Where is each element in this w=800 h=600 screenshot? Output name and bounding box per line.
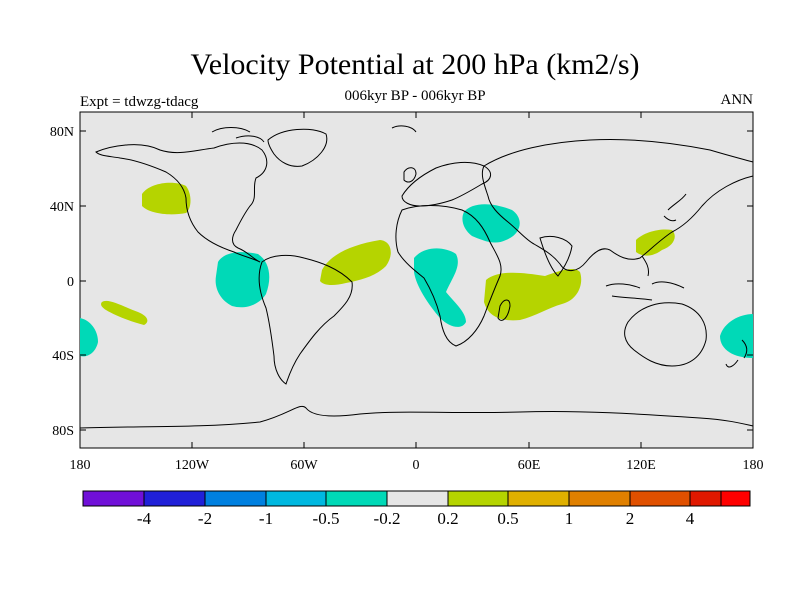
coastline-south-america <box>258 254 353 385</box>
y-label-80n: 80N <box>50 125 74 140</box>
colorbar-label-8: 2 <box>626 509 635 528</box>
map-title: Velocity Potential at 200 hPa (km2/s) <box>190 48 640 81</box>
colorbar-label-3: -0.5 <box>313 509 340 528</box>
colorbar-box-4 <box>325 490 388 507</box>
coastline-southeast-asia <box>605 255 685 301</box>
x-label-60e: 60E <box>518 458 541 473</box>
patch-positive-atlantic <box>320 240 391 286</box>
patch-positive-w-pacific <box>636 229 675 256</box>
y-axis: 80N 40N 0 40S 80S <box>50 125 753 439</box>
colorbar-box-5 <box>386 490 449 507</box>
patch-negative-west-edge <box>80 318 98 357</box>
x-label-120e: 120E <box>626 458 656 473</box>
coastline-new-zealand <box>725 339 748 368</box>
colorbar-box-2 <box>204 490 267 507</box>
y-label-40s: 40S <box>52 349 74 364</box>
coastline-madagascar <box>497 299 511 321</box>
coastline-north-america <box>95 142 268 263</box>
colorbar-box-1 <box>143 490 206 507</box>
colorbar-box-6 <box>447 490 509 507</box>
x-axis: 180 120W 60W 0 60E 120E 180 <box>70 112 764 473</box>
y-label-80s: 80S <box>52 424 74 439</box>
colorbar-label-7: 1 <box>565 509 574 528</box>
y-label-0: 0 <box>67 275 74 290</box>
experiment-label: Expt = tdwzg-tdacg <box>80 94 199 110</box>
map-subtitle: 006kyr BP - 006kyr BP <box>344 88 486 104</box>
period-label: ANN <box>720 92 754 108</box>
colorbar-box-0 <box>82 490 145 507</box>
coastline-australia <box>624 302 707 367</box>
patch-negative-africa <box>414 248 466 327</box>
colorbar-label-5: 0.2 <box>437 509 458 528</box>
colorbar-label-2: -1 <box>259 509 273 528</box>
colorbar-label-6: 0.5 <box>497 509 518 528</box>
x-label-180w: 180 <box>70 458 91 473</box>
colorbar-box-8 <box>568 490 631 507</box>
patch-positive-ne-pacific <box>142 182 191 215</box>
colorbar-label-9: 4 <box>686 509 695 528</box>
coastline-british-isles <box>403 167 417 183</box>
x-label-0: 0 <box>413 458 420 473</box>
patch-positive-s-pacific <box>101 300 148 325</box>
colorbar-box-11 <box>720 490 751 507</box>
coastline-antarctica <box>79 406 754 429</box>
x-label-60w: 60W <box>290 458 318 473</box>
colorbar-label-0: -4 <box>137 509 152 528</box>
colorbar: -4 -2 -1 -0.5 -0.2 0.2 0.5 1 2 4 <box>82 490 751 528</box>
coastlines <box>79 125 754 429</box>
coastline-greenland <box>267 128 328 167</box>
colorbar-box-7 <box>507 490 570 507</box>
patch-negative-middle-east <box>462 204 520 243</box>
anomaly-patches <box>80 182 753 358</box>
colorbar-label-1: -2 <box>198 509 212 528</box>
colorbar-box-3 <box>265 490 327 507</box>
x-label-180e: 180 <box>743 458 764 473</box>
coastline-arctic-islands <box>211 125 417 143</box>
patch-positive-indian-ocean <box>484 269 582 321</box>
patch-negative-east-edge <box>720 314 753 358</box>
coastline-india <box>539 235 573 277</box>
colorbar-box-10 <box>689 490 722 507</box>
coastline-japan <box>663 193 687 222</box>
x-label-120w: 120W <box>175 458 210 473</box>
patch-negative-e-pacific <box>215 252 270 308</box>
coastline-asia <box>481 138 754 271</box>
y-label-40n: 40N <box>50 200 74 215</box>
coastline-africa <box>395 205 502 347</box>
colorbar-label-4: -0.2 <box>374 509 401 528</box>
colorbar-box-9 <box>629 490 691 507</box>
